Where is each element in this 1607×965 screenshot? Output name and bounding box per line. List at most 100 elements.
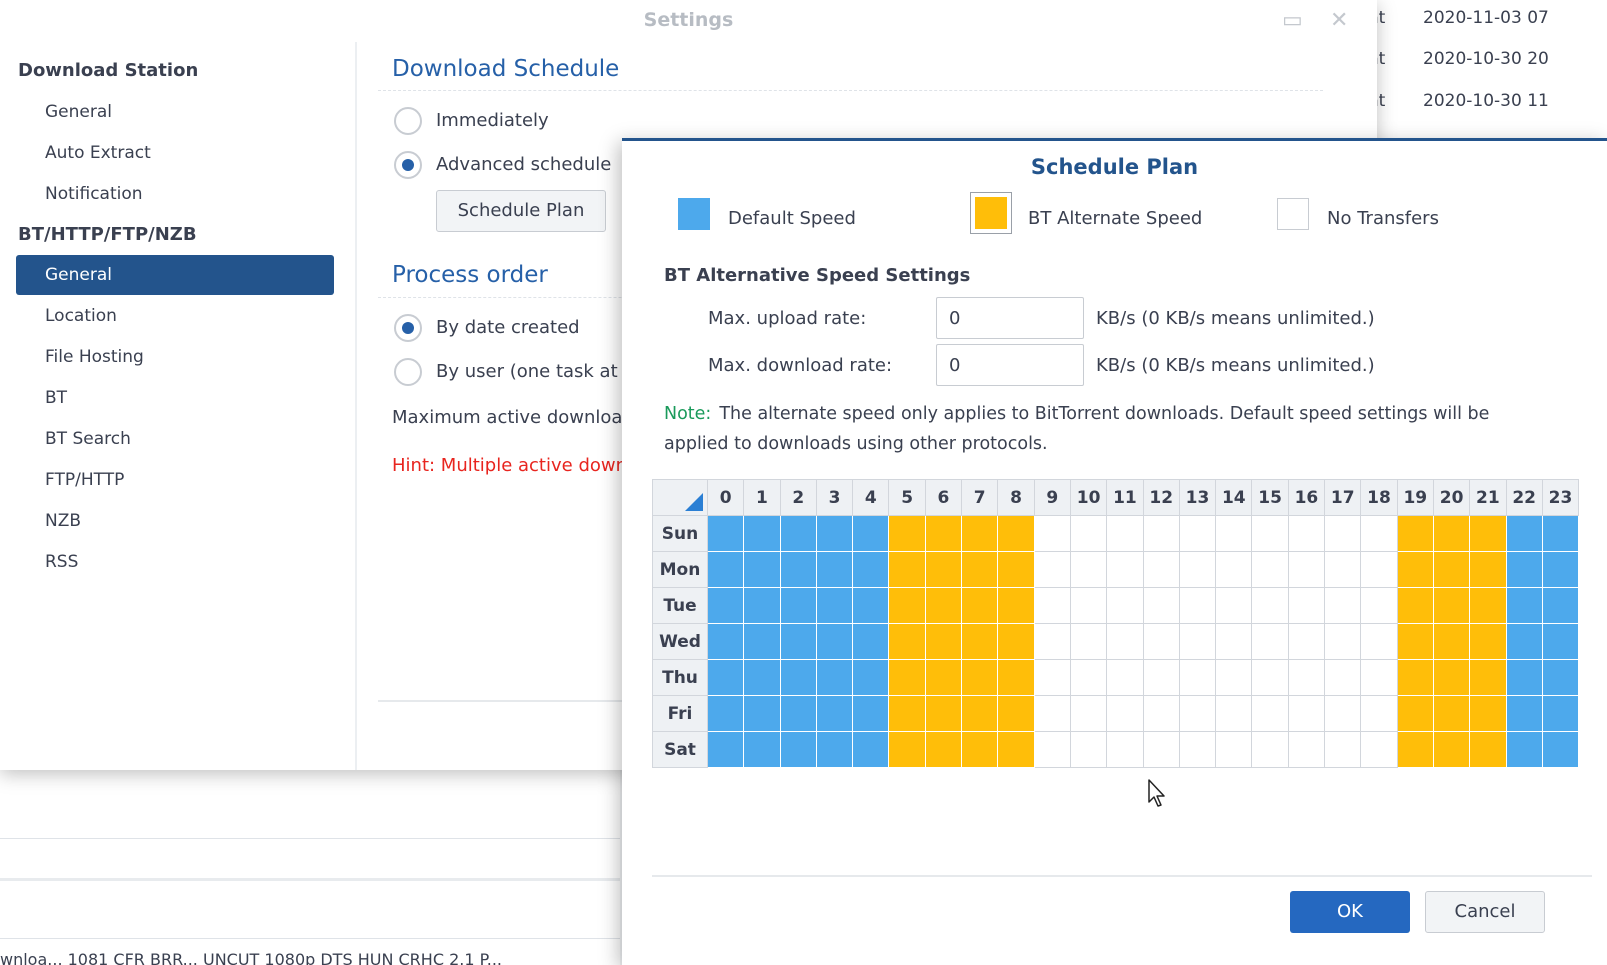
day-header[interactable]: Thu bbox=[652, 659, 708, 696]
schedule-cell-none[interactable] bbox=[1215, 659, 1253, 696]
schedule-cell-none[interactable] bbox=[1215, 515, 1253, 552]
schedule-cell-none[interactable] bbox=[1251, 551, 1289, 588]
schedule-cell-none[interactable] bbox=[1251, 659, 1289, 696]
schedule-cell-none[interactable] bbox=[1251, 515, 1289, 552]
hour-header[interactable]: 17 bbox=[1324, 479, 1362, 516]
schedule-cell-default[interactable] bbox=[1505, 587, 1543, 624]
schedule-cell-none[interactable] bbox=[1142, 551, 1180, 588]
radio-advanced-schedule[interactable] bbox=[394, 151, 422, 179]
hour-header[interactable]: 20 bbox=[1432, 479, 1471, 516]
schedule-cell-default[interactable] bbox=[779, 659, 817, 696]
hour-header[interactable]: 16 bbox=[1287, 479, 1326, 516]
hour-header[interactable]: 13 bbox=[1178, 479, 1217, 516]
schedule-cell-none[interactable] bbox=[1287, 623, 1326, 660]
schedule-cell-alt[interactable] bbox=[924, 623, 963, 660]
hour-header[interactable]: 15 bbox=[1251, 479, 1289, 516]
schedule-cell-default[interactable] bbox=[743, 731, 781, 768]
schedule-cell-default[interactable] bbox=[706, 623, 745, 660]
schedule-cell-alt[interactable] bbox=[924, 695, 963, 732]
schedule-cell-none[interactable] bbox=[1069, 659, 1108, 696]
schedule-cell-alt[interactable] bbox=[997, 551, 1035, 588]
schedule-cell-default[interactable] bbox=[815, 515, 854, 552]
schedule-cell-alt[interactable] bbox=[924, 587, 963, 624]
hour-header[interactable]: 5 bbox=[888, 479, 926, 516]
hour-header[interactable]: 11 bbox=[1106, 479, 1144, 516]
schedule-plan-button[interactable]: Schedule Plan bbox=[436, 190, 606, 232]
schedule-cell-alt[interactable] bbox=[888, 551, 926, 588]
schedule-cell-none[interactable] bbox=[1069, 695, 1108, 732]
schedule-cell-none[interactable] bbox=[1033, 587, 1071, 624]
schedule-cell-alt[interactable] bbox=[997, 695, 1035, 732]
schedule-cell-alt[interactable] bbox=[997, 515, 1035, 552]
schedule-cell-default[interactable] bbox=[815, 731, 854, 768]
schedule-cell-default[interactable] bbox=[815, 659, 854, 696]
schedule-cell-none[interactable] bbox=[1251, 623, 1289, 660]
sidebar-item-bt-search[interactable]: BT Search bbox=[45, 429, 131, 449]
sidebar-item-auto-extract[interactable]: Auto Extract bbox=[45, 143, 151, 163]
schedule-cell-none[interactable] bbox=[1324, 659, 1362, 696]
hour-header[interactable]: 14 bbox=[1215, 479, 1253, 516]
schedule-cell-alt[interactable] bbox=[1469, 731, 1507, 768]
hour-header[interactable]: 18 bbox=[1360, 479, 1398, 516]
schedule-cell-default[interactable] bbox=[815, 623, 854, 660]
schedule-cell-alt[interactable] bbox=[1469, 695, 1507, 732]
schedule-cell-default[interactable] bbox=[852, 551, 890, 588]
schedule-cell-default[interactable] bbox=[706, 659, 745, 696]
hour-header[interactable]: 1 bbox=[743, 479, 781, 516]
schedule-cell-none[interactable] bbox=[1069, 623, 1108, 660]
schedule-cell-none[interactable] bbox=[1142, 587, 1180, 624]
hour-header[interactable]: 2 bbox=[779, 479, 817, 516]
schedule-cell-none[interactable] bbox=[1106, 623, 1144, 660]
schedule-cell-default[interactable] bbox=[1541, 695, 1580, 732]
schedule-cell-alt[interactable] bbox=[997, 731, 1035, 768]
schedule-cell-default[interactable] bbox=[852, 587, 890, 624]
schedule-cell-alt[interactable] bbox=[1432, 659, 1471, 696]
hour-header[interactable]: 8 bbox=[997, 479, 1035, 516]
schedule-cell-default[interactable] bbox=[852, 623, 890, 660]
sidebar-item-general[interactable]: General bbox=[16, 255, 334, 295]
hour-header[interactable]: 22 bbox=[1505, 479, 1543, 516]
legend-alternate-swatch[interactable] bbox=[970, 192, 1012, 234]
schedule-cell-none[interactable] bbox=[1106, 515, 1144, 552]
schedule-cell-none[interactable] bbox=[1215, 623, 1253, 660]
schedule-cell-default[interactable] bbox=[1541, 551, 1580, 588]
schedule-cell-none[interactable] bbox=[1360, 623, 1398, 660]
schedule-cell-none[interactable] bbox=[1178, 623, 1217, 660]
schedule-cell-default[interactable] bbox=[779, 551, 817, 588]
hour-header[interactable]: 12 bbox=[1142, 479, 1180, 516]
schedule-cell-alt[interactable] bbox=[1396, 695, 1434, 732]
schedule-cell-default[interactable] bbox=[779, 587, 817, 624]
schedule-cell-none[interactable] bbox=[1215, 731, 1253, 768]
schedule-cell-default[interactable] bbox=[852, 695, 890, 732]
schedule-cell-none[interactable] bbox=[1106, 731, 1144, 768]
schedule-cell-alt[interactable] bbox=[888, 695, 926, 732]
sidebar-item-general-ds[interactable]: General bbox=[45, 102, 112, 122]
schedule-cell-alt[interactable] bbox=[961, 731, 999, 768]
close-icon[interactable]: ✕ bbox=[1330, 8, 1349, 33]
schedule-cell-default[interactable] bbox=[1505, 515, 1543, 552]
schedule-cell-none[interactable] bbox=[1360, 551, 1398, 588]
schedule-cell-none[interactable] bbox=[1324, 623, 1362, 660]
schedule-cell-none[interactable] bbox=[1324, 731, 1362, 768]
schedule-cell-none[interactable] bbox=[1069, 551, 1108, 588]
schedule-cell-default[interactable] bbox=[1505, 731, 1543, 768]
schedule-cell-none[interactable] bbox=[1215, 587, 1253, 624]
schedule-cell-alt[interactable] bbox=[961, 659, 999, 696]
schedule-cell-default[interactable] bbox=[743, 659, 781, 696]
schedule-cell-default[interactable] bbox=[779, 623, 817, 660]
schedule-cell-alt[interactable] bbox=[1396, 731, 1434, 768]
schedule-cell-none[interactable] bbox=[1178, 587, 1217, 624]
schedule-cell-default[interactable] bbox=[852, 659, 890, 696]
schedule-cell-alt[interactable] bbox=[888, 731, 926, 768]
hour-header[interactable]: 10 bbox=[1069, 479, 1108, 516]
day-header[interactable]: Tue bbox=[652, 587, 708, 624]
schedule-cell-none[interactable] bbox=[1251, 695, 1289, 732]
schedule-cell-alt[interactable] bbox=[1432, 695, 1471, 732]
sidebar-item-rss[interactable]: RSS bbox=[45, 552, 79, 572]
schedule-cell-none[interactable] bbox=[1178, 515, 1217, 552]
schedule-cell-default[interactable] bbox=[743, 623, 781, 660]
schedule-cell-none[interactable] bbox=[1033, 695, 1071, 732]
select-all-corner[interactable] bbox=[652, 479, 708, 516]
schedule-cell-none[interactable] bbox=[1287, 659, 1326, 696]
day-header[interactable]: Mon bbox=[652, 551, 708, 588]
